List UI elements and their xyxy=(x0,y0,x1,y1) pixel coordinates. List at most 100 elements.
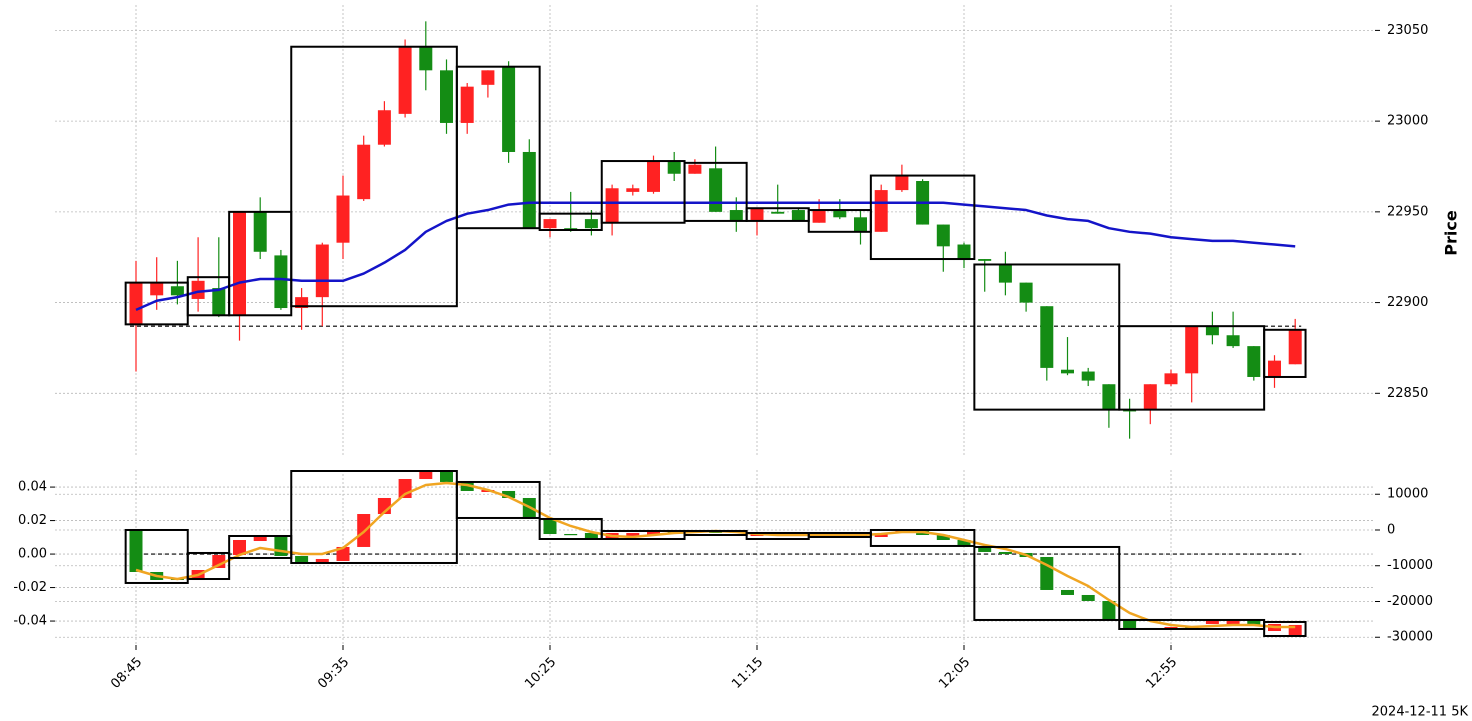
candle-body xyxy=(295,555,309,562)
candle-body xyxy=(1143,384,1157,410)
candle-body xyxy=(357,144,371,200)
candle-body xyxy=(233,540,246,555)
candle-body xyxy=(543,518,557,534)
candle-body xyxy=(440,70,453,123)
y-tick-label: -0.04 xyxy=(13,614,47,629)
candle-body xyxy=(1040,556,1054,590)
y-tick-label: 0.02 xyxy=(18,513,47,528)
candle-body xyxy=(336,195,350,243)
indicator-line xyxy=(135,481,1296,629)
candle-body xyxy=(502,66,516,152)
candle-body xyxy=(854,217,867,232)
range-box xyxy=(1263,620,1307,637)
candle-body xyxy=(295,297,309,309)
candle-body xyxy=(1081,594,1095,601)
x-tick-label: 12:55 xyxy=(1143,655,1180,692)
candle-body xyxy=(998,264,1012,283)
candle-body xyxy=(502,490,516,498)
candle-body xyxy=(1247,619,1261,625)
candle-body xyxy=(1226,335,1240,347)
candle-body xyxy=(584,219,598,229)
candle-body xyxy=(1164,626,1178,629)
range-box xyxy=(973,545,1121,621)
y-tick-label: 23050 xyxy=(1387,23,1428,38)
candle-body xyxy=(957,540,971,546)
candle-body xyxy=(212,288,226,316)
candle-body xyxy=(1247,346,1261,377)
candle-body xyxy=(522,497,536,519)
candle-body xyxy=(1102,600,1116,620)
candle-body xyxy=(936,224,950,247)
candle-body xyxy=(1268,360,1281,377)
candle-body xyxy=(709,168,723,212)
candle-body xyxy=(253,211,267,252)
candle-body xyxy=(626,188,640,192)
candle-body xyxy=(1185,326,1199,374)
y2-tick-label: -10000 xyxy=(1387,558,1433,573)
candle-body xyxy=(315,558,329,562)
candle-body xyxy=(895,175,909,191)
candle-body xyxy=(129,529,143,572)
candle-body xyxy=(647,530,660,535)
candle-body xyxy=(1288,329,1302,365)
range-box xyxy=(1263,328,1307,378)
x-tick-label: 11:15 xyxy=(729,655,766,692)
candle-body xyxy=(667,161,681,174)
candle-body xyxy=(1123,619,1137,629)
candle-body xyxy=(957,244,971,260)
candle-body xyxy=(626,532,640,536)
candle-body xyxy=(440,471,453,482)
y-tick-label: 23000 xyxy=(1387,114,1428,129)
y2-tick-label: 10000 xyxy=(1387,487,1428,502)
y-tick-label: 22950 xyxy=(1387,204,1428,219)
candle-body xyxy=(419,471,433,480)
y-axis-label: Price xyxy=(1442,210,1461,256)
candle-body xyxy=(1102,384,1116,410)
candle-body xyxy=(129,282,143,325)
candle-body xyxy=(750,208,764,221)
candle-body xyxy=(605,188,619,223)
candle-body xyxy=(336,546,350,561)
candle-body xyxy=(1205,326,1219,336)
candle-body xyxy=(874,190,888,232)
candle-body xyxy=(1040,306,1054,368)
candle-body xyxy=(398,46,412,114)
x-tick-label: 08:45 xyxy=(108,655,145,692)
x-tick-label: 10:25 xyxy=(522,655,559,692)
y2-tick-label: 0 xyxy=(1387,522,1395,537)
candle-body xyxy=(233,211,246,316)
candle-body xyxy=(315,244,329,298)
candle-body xyxy=(460,86,474,123)
candle-body xyxy=(1061,369,1074,374)
candle-body xyxy=(274,536,288,556)
candle-body xyxy=(1226,620,1240,624)
candle-body xyxy=(688,164,702,174)
candle-body xyxy=(1081,371,1095,381)
candle-body xyxy=(978,546,992,552)
y-tick-label: 0.00 xyxy=(18,547,47,562)
y-tick-label: -0.02 xyxy=(13,580,47,595)
candle-body xyxy=(1288,624,1302,635)
range-box xyxy=(455,480,541,519)
candle-body xyxy=(564,533,578,536)
candle-body xyxy=(647,161,660,192)
x-tick-label: 09:35 xyxy=(315,655,352,692)
candle-body xyxy=(253,536,267,542)
range-box xyxy=(683,161,748,222)
footnote: 2024-12-11 5K xyxy=(1372,705,1469,720)
candle-body xyxy=(522,151,536,229)
candle-body xyxy=(1019,282,1033,303)
candle-body xyxy=(584,532,598,538)
candle-body xyxy=(936,534,950,540)
y-tick-label: 22900 xyxy=(1387,295,1428,310)
candle-body xyxy=(460,481,474,491)
y-tick-label: 0.04 xyxy=(18,480,47,495)
candle-body xyxy=(833,210,847,218)
range-box xyxy=(538,517,603,540)
candle-body xyxy=(377,110,391,145)
candle-body xyxy=(1164,373,1178,385)
candle-body xyxy=(274,255,288,309)
range-box xyxy=(455,65,541,230)
candle-body xyxy=(1061,589,1074,595)
